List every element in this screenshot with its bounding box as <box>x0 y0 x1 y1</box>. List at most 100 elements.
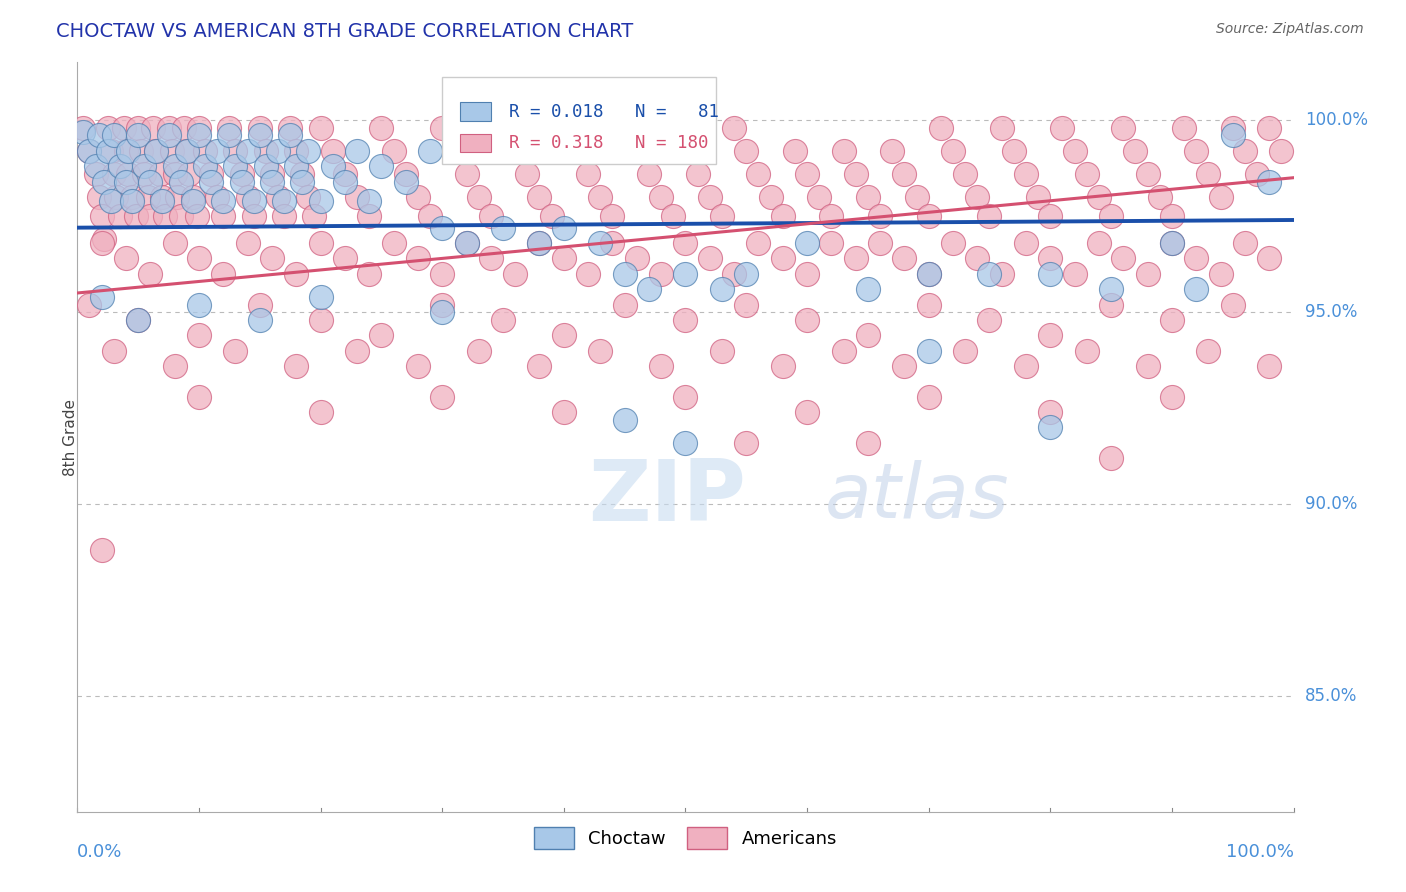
Point <box>127 313 149 327</box>
FancyBboxPatch shape <box>441 78 716 163</box>
Point <box>200 167 222 181</box>
Point <box>231 167 253 181</box>
Point <box>979 209 1001 223</box>
Point <box>333 252 356 266</box>
Point <box>1063 267 1085 281</box>
Point <box>942 235 965 250</box>
Point <box>1039 328 1062 343</box>
Point <box>254 159 277 173</box>
Point <box>346 343 368 358</box>
Point <box>90 290 112 304</box>
Point <box>136 190 159 204</box>
Point <box>115 175 138 189</box>
Point <box>93 175 115 189</box>
Point <box>1112 120 1135 135</box>
Point <box>236 144 259 158</box>
Point <box>149 167 172 181</box>
Point <box>139 175 162 189</box>
Point <box>1258 175 1281 189</box>
Point <box>419 144 441 158</box>
Point <box>942 144 965 158</box>
Point <box>152 194 174 208</box>
Point <box>249 120 271 135</box>
Point <box>1161 390 1184 404</box>
Point <box>1099 297 1122 311</box>
Text: 85.0%: 85.0% <box>1305 688 1357 706</box>
Point <box>166 190 188 204</box>
Point <box>406 252 429 266</box>
Point <box>346 190 368 204</box>
Point <box>188 297 211 311</box>
Point <box>516 167 538 181</box>
Point <box>1161 235 1184 250</box>
Point <box>273 209 295 223</box>
Point <box>747 167 769 181</box>
Text: 100.0%: 100.0% <box>1305 112 1368 129</box>
Point <box>710 209 733 223</box>
Point <box>918 267 941 281</box>
Point <box>1076 167 1098 181</box>
Point <box>589 343 612 358</box>
Point <box>990 267 1012 281</box>
Point <box>735 435 758 450</box>
Point <box>918 209 941 223</box>
Point <box>242 209 264 223</box>
Point <box>395 175 418 189</box>
Point <box>1173 120 1195 135</box>
Point <box>1258 359 1281 373</box>
Point <box>553 328 575 343</box>
Point <box>710 343 733 358</box>
Point <box>84 159 107 173</box>
Point <box>735 297 758 311</box>
Bar <box>460 134 491 153</box>
Point <box>103 128 125 143</box>
Point <box>309 235 332 250</box>
Point <box>267 144 290 158</box>
Point <box>205 144 228 158</box>
Point <box>322 144 344 158</box>
Point <box>675 435 697 450</box>
Point <box>188 252 211 266</box>
Point <box>370 120 392 135</box>
Point <box>747 235 769 250</box>
Point <box>529 190 551 204</box>
Point <box>127 313 149 327</box>
Point <box>467 343 489 358</box>
Point <box>1063 144 1085 158</box>
Point <box>97 120 120 135</box>
Point <box>108 159 131 173</box>
Point <box>406 359 429 373</box>
Point <box>529 359 551 373</box>
Point <box>832 343 855 358</box>
Point <box>176 144 198 158</box>
Point <box>699 190 721 204</box>
Point <box>285 144 308 158</box>
Point <box>1161 313 1184 327</box>
Point <box>430 220 453 235</box>
Point <box>1185 144 1208 158</box>
Point <box>1136 359 1159 373</box>
Point <box>589 190 612 204</box>
Point <box>1039 405 1062 419</box>
Point <box>626 252 648 266</box>
Point <box>100 144 122 158</box>
Point <box>576 267 599 281</box>
Point <box>918 297 941 311</box>
Y-axis label: 8th Grade: 8th Grade <box>63 399 77 475</box>
Point <box>796 313 818 327</box>
Point <box>242 194 264 208</box>
Point <box>139 209 162 223</box>
Point <box>686 167 709 181</box>
Point <box>1015 359 1038 373</box>
Point <box>553 220 575 235</box>
Point <box>576 167 599 181</box>
Point <box>179 167 201 181</box>
Point <box>121 194 143 208</box>
Point <box>382 235 405 250</box>
Point <box>322 159 344 173</box>
Point <box>103 343 125 358</box>
Point <box>1185 252 1208 266</box>
Point <box>139 267 162 281</box>
Point <box>291 167 314 181</box>
Text: CHOCTAW VS AMERICAN 8TH GRADE CORRELATION CHART: CHOCTAW VS AMERICAN 8TH GRADE CORRELATIO… <box>56 22 634 41</box>
